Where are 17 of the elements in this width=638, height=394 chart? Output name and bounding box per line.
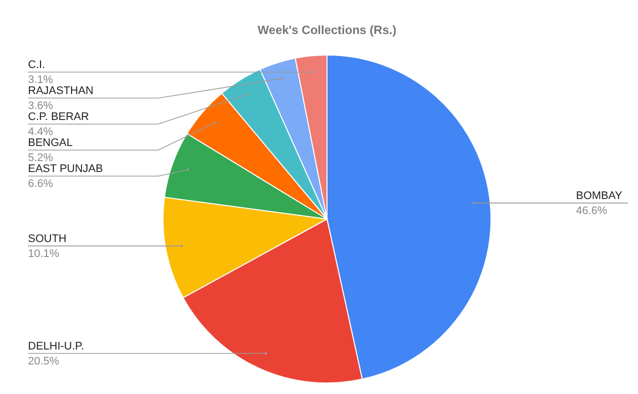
chart-title: Week's Collections (Rs.) (258, 23, 396, 37)
slice-label: BENGAL (28, 137, 73, 150)
data-label: 5.2% (28, 152, 54, 164)
data-label: 3.1% (28, 74, 54, 86)
data-label: 6.6% (28, 178, 54, 190)
slice-label: RAJASTHAN (28, 85, 94, 98)
slice-label: EAST PUNJAB (28, 163, 103, 176)
data-label: 20.5% (28, 355, 60, 368)
slice-label: DELHI-U.P. (28, 340, 84, 352)
data-label: 4.4% (28, 126, 54, 138)
data-label: 10.1% (28, 248, 60, 260)
slice-label: SOUTH (28, 232, 67, 245)
data-label: 46.6% (576, 205, 608, 218)
data-label: 3.6% (28, 100, 54, 112)
slice-label: BOMBAY (576, 190, 623, 202)
slice-label: C.P. BERAR (28, 111, 89, 124)
slice-label: C.I. (28, 59, 46, 72)
